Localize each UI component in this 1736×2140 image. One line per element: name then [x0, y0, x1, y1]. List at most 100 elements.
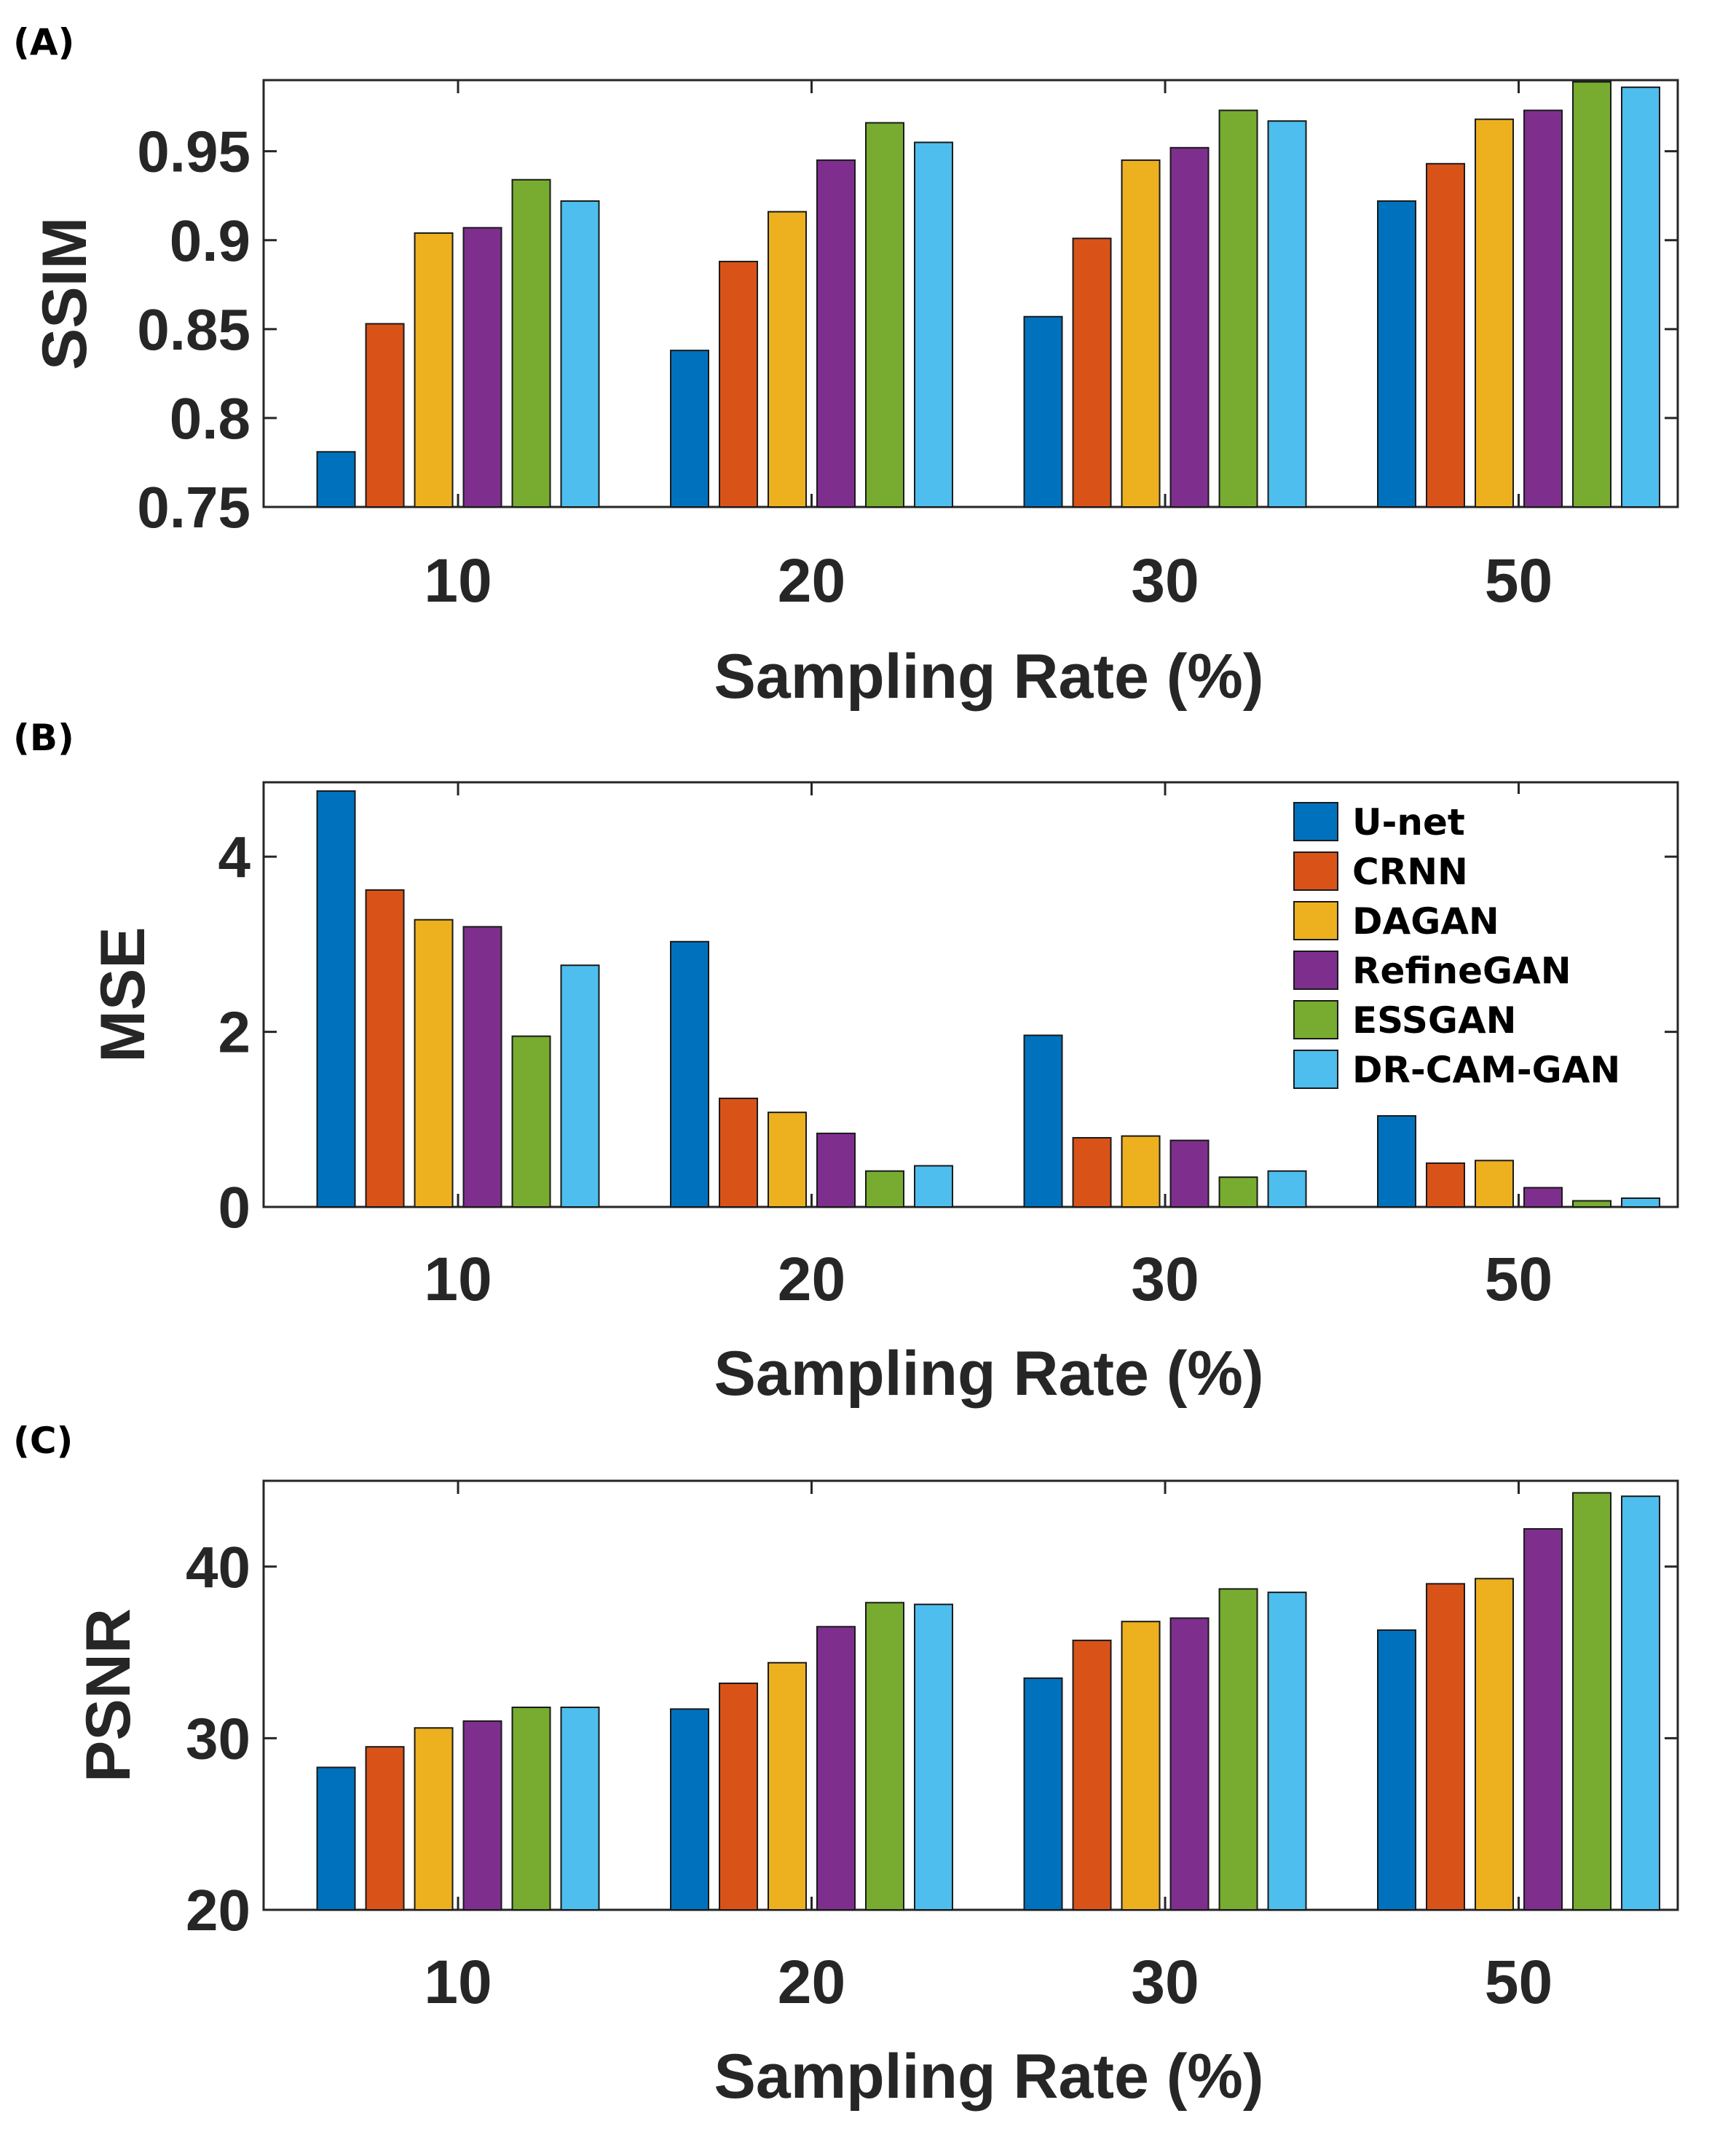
x-axis-title: Sampling Rate (%) [714, 1339, 1264, 1409]
panel-label: (B) [13, 717, 74, 759]
bar-crnn-10 [365, 1746, 405, 1911]
bar-refinegan-10 [462, 227, 502, 508]
legend-swatch-u-net [1293, 802, 1338, 841]
y-tick-label: 0.8 [170, 386, 250, 451]
bar-essgan-20 [865, 122, 905, 508]
bar-dagan-20 [768, 1661, 808, 1911]
y-axis-title: SSIM [30, 217, 100, 370]
bar-u-net-50 [1377, 200, 1417, 508]
x-tick-label: 30 [1131, 1245, 1199, 1313]
legend-label: DR-CAM-GAN [1352, 1049, 1620, 1091]
bar-crnn-10 [365, 323, 405, 508]
bar-crnn-30 [1072, 1640, 1112, 1911]
y-tick-label: 0.75 [137, 475, 250, 540]
bar-crnn-20 [719, 261, 759, 508]
y-tick-label: 0 [218, 1175, 251, 1240]
bar-essgan-30 [1218, 109, 1258, 508]
bar-dagan-30 [1121, 1135, 1161, 1208]
bar-u-net-50 [1377, 1114, 1417, 1208]
bar-crnn-10 [365, 889, 405, 1208]
bar-u-net-20 [670, 350, 710, 508]
legend-label: DAGAN [1352, 900, 1499, 943]
legend-box [1285, 794, 1657, 1093]
bar-refinegan-30 [1169, 146, 1210, 508]
y-tick-label: 20 [186, 1878, 250, 1943]
y-tick-label: 30 [186, 1706, 250, 1771]
bar-u-net-10 [316, 1766, 356, 1911]
y-tick-label: 40 [186, 1535, 250, 1600]
legend-swatch-crnn [1293, 851, 1338, 891]
bar-essgan-50 [1572, 81, 1612, 508]
y-tick-label: 2 [218, 1000, 251, 1065]
y-axis-title: PSNR [74, 1608, 143, 1782]
bar-crnn-50 [1426, 1162, 1466, 1208]
bar-crnn-20 [719, 1683, 759, 1911]
bar-u-net-10 [316, 451, 356, 508]
bar-refinegan-50 [1523, 109, 1563, 508]
bar-crnn-30 [1072, 237, 1112, 508]
bar-dr-cam-gan-50 [1621, 1197, 1661, 1208]
legend-label: U-net [1352, 801, 1465, 843]
bar-dagan-10 [414, 918, 454, 1208]
bar-dr-cam-gan-10 [560, 964, 600, 1208]
bar-refinegan-20 [816, 1626, 856, 1911]
bar-essgan-10 [511, 1035, 551, 1208]
bar-essgan-20 [865, 1170, 905, 1208]
bar-dagan-50 [1475, 1578, 1515, 1911]
bar-dagan-50 [1475, 118, 1515, 508]
bar-refinegan-10 [462, 1720, 502, 1911]
chart-panel-2: (B) 0 2 4 10 20 30 50 Sampling Rate (%) MSE U-net C… [13, 717, 1679, 1409]
legend-swatch-refinegan [1293, 951, 1338, 990]
bar-essgan-50 [1572, 1492, 1612, 1911]
x-tick-label: 10 [424, 1948, 492, 2016]
bar-essgan-30 [1218, 1588, 1258, 1911]
legend: U-net CRNN DAGAN RefineGAN ESSGAN DR-CAM-GAN [1285, 794, 1657, 1093]
bar-essgan-10 [511, 178, 551, 508]
bar-essgan-20 [865, 1602, 905, 1911]
bar-dagan-30 [1121, 1621, 1161, 1911]
legend-swatch-dagan [1293, 901, 1338, 940]
panel-label: (A) [13, 21, 74, 63]
bar-refinegan-10 [462, 926, 502, 1208]
bar-dagan-10 [414, 232, 454, 508]
x-tick-label: 20 [778, 1245, 845, 1313]
y-tick-label: 4 [218, 825, 251, 889]
bar-dr-cam-gan-20 [914, 1603, 954, 1911]
bar-u-net-30 [1023, 1677, 1063, 1911]
bar-refinegan-30 [1169, 1139, 1210, 1208]
bar-crnn-20 [719, 1097, 759, 1208]
bar-essgan-10 [511, 1706, 551, 1911]
legend-label: RefineGAN [1352, 950, 1571, 992]
bar-dr-cam-gan-20 [914, 1165, 954, 1208]
bar-refinegan-30 [1169, 1617, 1210, 1911]
bar-dagan-50 [1475, 1160, 1515, 1208]
legend-label: CRNN [1352, 851, 1468, 893]
bar-refinegan-50 [1523, 1187, 1563, 1208]
y-tick-label: 0.95 [137, 119, 250, 184]
x-tick-label: 10 [424, 546, 492, 615]
bar-refinegan-50 [1523, 1527, 1563, 1911]
chart-panel-1: (A) 0.75 0.8 0.85 0.9 0.95 10 20 30 50 Sampling Ra… [13, 21, 1679, 712]
x-tick-label: 50 [1485, 1245, 1552, 1313]
bar-essgan-50 [1572, 1200, 1612, 1208]
bar-u-net-50 [1377, 1629, 1417, 1911]
bar-dr-cam-gan-10 [560, 1706, 600, 1911]
x-axis-title: Sampling Rate (%) [714, 642, 1264, 712]
bar-u-net-30 [1023, 315, 1063, 508]
bar-refinegan-20 [816, 159, 856, 508]
bar-u-net-20 [670, 940, 710, 1208]
bar-u-net-20 [670, 1708, 710, 1911]
bar-dr-cam-gan-30 [1267, 1592, 1307, 1911]
bar-dagan-20 [768, 211, 808, 508]
bar-dagan-20 [768, 1112, 808, 1208]
x-tick-label: 30 [1131, 546, 1199, 615]
bar-dr-cam-gan-30 [1267, 1170, 1307, 1208]
legend-swatch-essgan [1293, 1000, 1338, 1039]
x-axis-title: Sampling Rate (%) [714, 2042, 1264, 2112]
x-tick-label: 30 [1131, 1948, 1199, 2016]
x-tick-label: 10 [424, 1245, 492, 1313]
bar-u-net-30 [1023, 1034, 1063, 1208]
y-tick-label: 0.9 [170, 208, 250, 273]
x-tick-label: 50 [1485, 1948, 1552, 2016]
